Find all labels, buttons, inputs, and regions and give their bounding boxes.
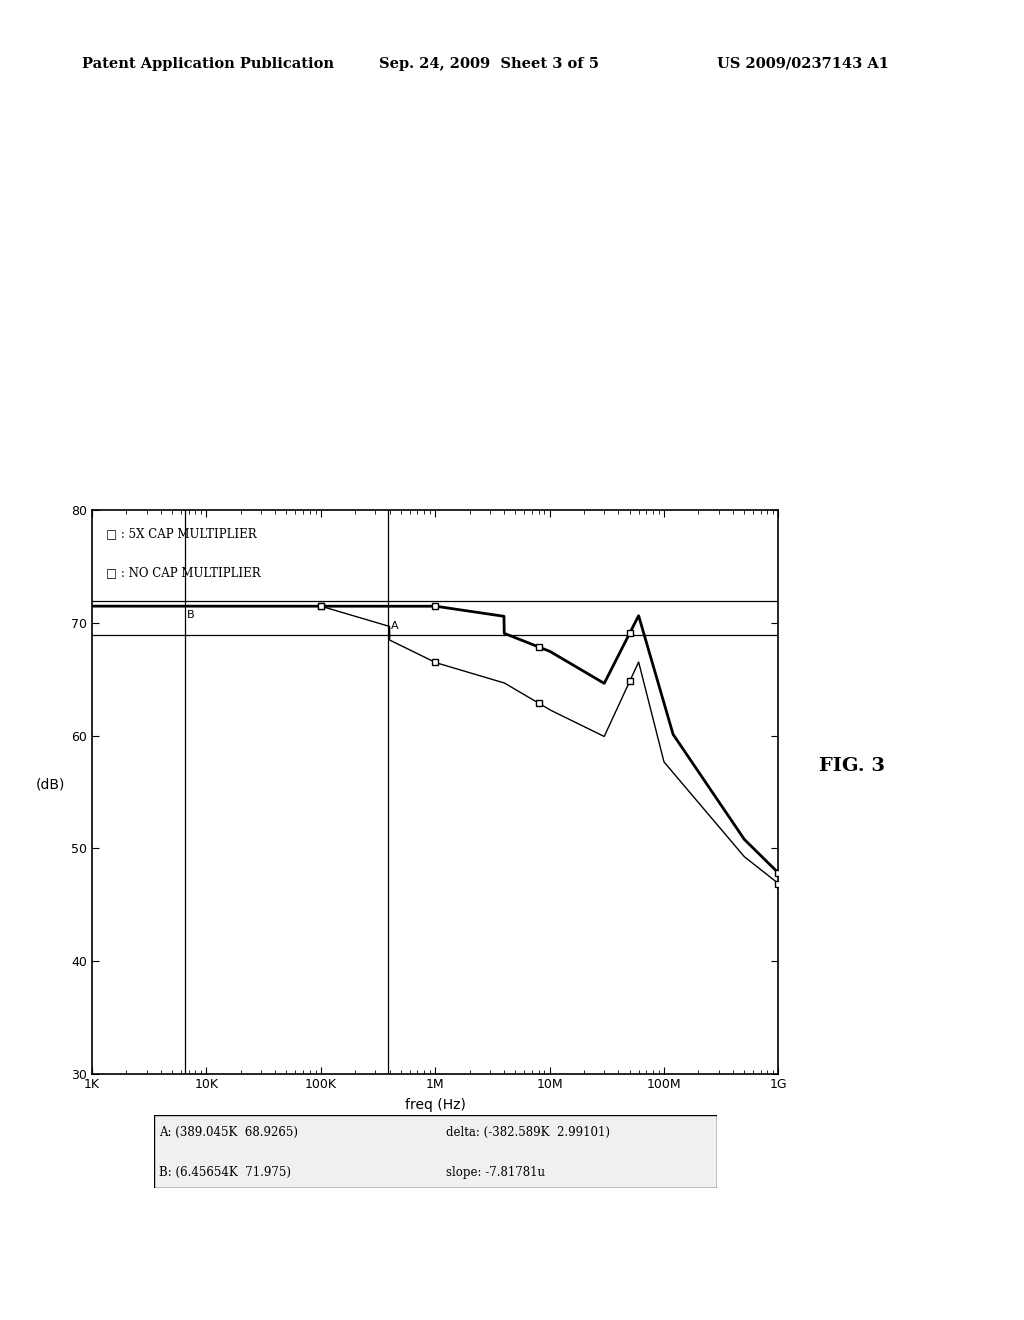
FancyBboxPatch shape (154, 1115, 717, 1188)
Text: B: B (187, 610, 195, 619)
Text: A: A (391, 622, 398, 631)
Text: US 2009/0237143 A1: US 2009/0237143 A1 (717, 57, 889, 71)
Text: B: (6.45654K  71.975): B: (6.45654K 71.975) (160, 1167, 291, 1179)
Text: □ : 5X CAP MULTIPLIER: □ : 5X CAP MULTIPLIER (105, 527, 256, 540)
Text: slope: -7.81781u: slope: -7.81781u (446, 1167, 546, 1179)
Text: FIG. 3: FIG. 3 (819, 756, 885, 775)
Text: Patent Application Publication: Patent Application Publication (82, 57, 334, 71)
Text: □ : NO CAP MULTIPLIER: □ : NO CAP MULTIPLIER (105, 566, 260, 579)
Text: A: (389.045K  68.9265): A: (389.045K 68.9265) (160, 1126, 298, 1139)
Text: delta: (-382.589K  2.99101): delta: (-382.589K 2.99101) (446, 1126, 610, 1139)
X-axis label: freq (Hz): freq (Hz) (404, 1098, 466, 1113)
Y-axis label: (dB): (dB) (36, 777, 65, 792)
Text: Sep. 24, 2009  Sheet 3 of 5: Sep. 24, 2009 Sheet 3 of 5 (379, 57, 599, 71)
